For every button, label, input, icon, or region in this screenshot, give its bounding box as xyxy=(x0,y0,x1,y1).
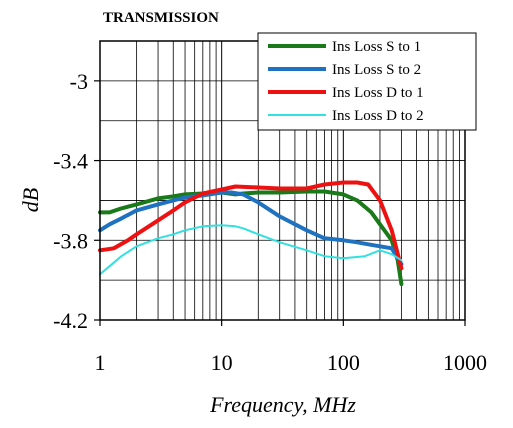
chart-title: TRANSMISSION xyxy=(103,10,219,26)
x-tick-label: 1000 xyxy=(443,350,487,375)
x-tick-label: 10 xyxy=(211,350,233,375)
x-axis-label: Frequency, MHz xyxy=(209,392,356,417)
x-tick-label: 1 xyxy=(95,350,106,375)
x-tick-label: 100 xyxy=(327,350,360,375)
legend-label-1: Ins Loss S to 1 xyxy=(332,39,421,55)
series-line-4 xyxy=(99,224,403,276)
tick-layer: -3 -3.4 -3.8 -4.2 1 10 100 1000 xyxy=(53,69,487,375)
legend-label-2: Ins Loss S to 2 xyxy=(332,62,421,78)
series-line-3 xyxy=(98,180,404,271)
series-layer xyxy=(98,180,404,287)
legend-box xyxy=(257,32,477,131)
y-axis-label: dB xyxy=(18,188,43,212)
y-tick-label: -3.8 xyxy=(53,228,88,253)
y-tick-label: -3.4 xyxy=(53,149,88,174)
y-tick-label: -3 xyxy=(70,69,88,94)
legend-label-4: Ins Loss D to 2 xyxy=(332,108,424,124)
series-line-1 xyxy=(98,189,404,287)
y-tick-label: -4.2 xyxy=(53,308,88,333)
legend-label-3: Ins Loss D to 1 xyxy=(332,85,424,101)
legend: Ins Loss S to 1 Ins Loss S to 2 Ins Loss D… xyxy=(257,32,477,131)
series-line-2 xyxy=(98,190,404,267)
